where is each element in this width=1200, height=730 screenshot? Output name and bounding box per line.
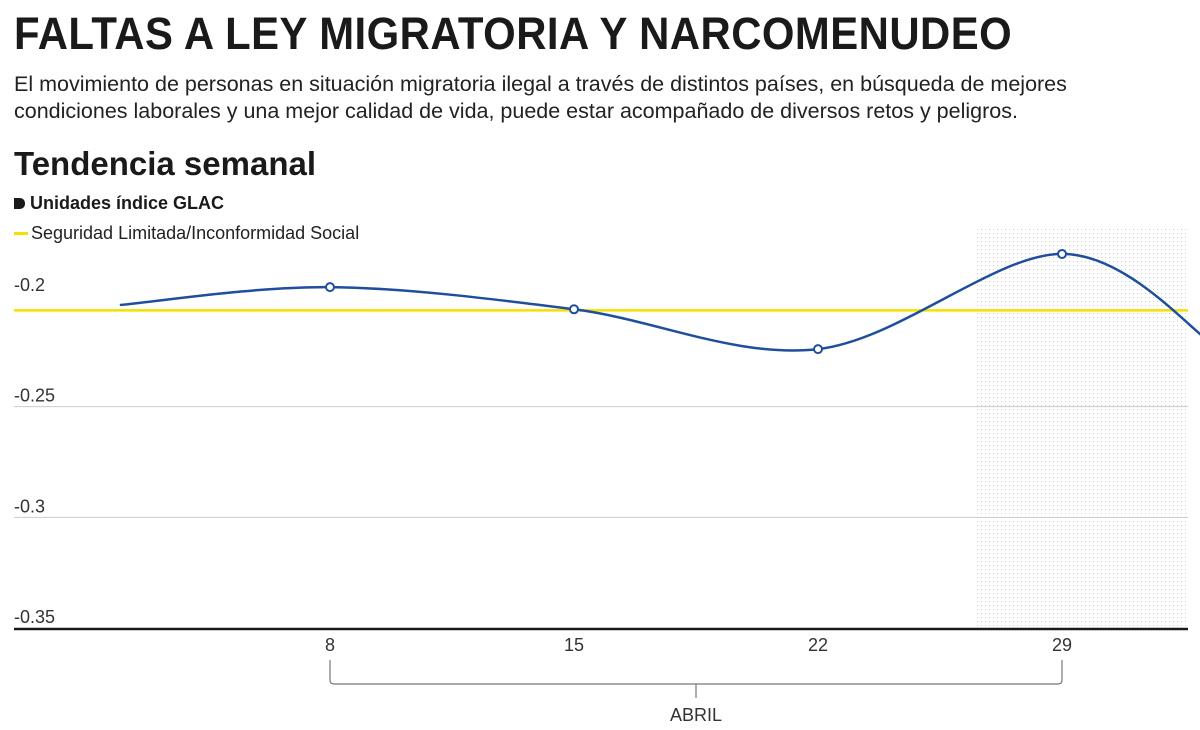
series-line — [119, 252, 1200, 352]
data-point — [325, 282, 335, 293]
x-tick-label: 22 — [808, 635, 828, 655]
y-tick-label: -0.25 — [14, 386, 55, 406]
legend-reference-label: Seguridad Limitada/Inconformidad Social — [31, 223, 360, 243]
x-tick-label: 15 — [564, 635, 584, 655]
unit-label-text: Unidades índice GLAC — [30, 193, 225, 213]
x-tick-label: 8 — [325, 635, 335, 655]
month-label: ABRIL — [670, 705, 722, 725]
chart-subtitle: El movimiento de personas en situación m… — [14, 72, 1067, 123]
section-title: Tendencia semanal — [14, 145, 317, 182]
chart-title: FALTAS A LEY MIGRATORIA Y NARCOMENUDEO — [14, 8, 1013, 59]
unit-label: Unidades índice GLAC — [14, 192, 224, 214]
legend: Seguridad Limitada/Inconformidad Social — [14, 222, 359, 244]
unit-marker-icon — [14, 197, 25, 209]
month-bracket — [329, 660, 1063, 698]
y-tick-label: -0.35 — [14, 607, 55, 627]
data-point — [1057, 248, 1067, 259]
y-tick-label: -0.2 — [14, 275, 45, 295]
y-tick-label: -0.3 — [14, 496, 45, 516]
x-tick-label: 29 — [1052, 635, 1072, 655]
data-point — [813, 344, 823, 355]
legend-swatch-icon — [14, 231, 28, 235]
data-point — [569, 304, 579, 315]
highlight-region — [974, 226, 1188, 628]
